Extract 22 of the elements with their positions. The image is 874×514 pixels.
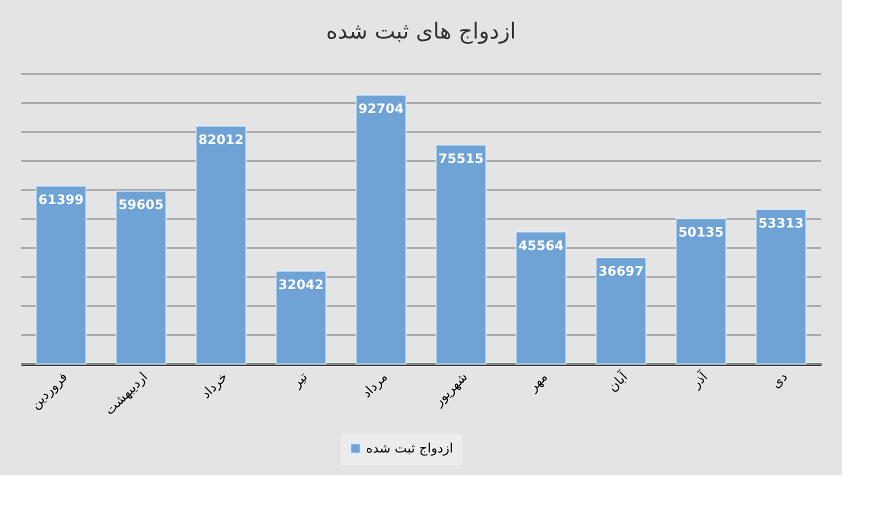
x-tick-label: اردیبهشت bbox=[102, 370, 151, 418]
data-label: 50135 bbox=[678, 226, 724, 241]
x-tick-label: مهر bbox=[525, 370, 551, 396]
x-tick-label: دی bbox=[769, 370, 792, 392]
data-label: 36697 bbox=[598, 264, 644, 280]
data-label: 75515 bbox=[438, 152, 484, 168]
x-tick-label: تیر bbox=[289, 370, 312, 392]
data-label: 61399 bbox=[38, 192, 84, 208]
x-tick-label: آذر bbox=[687, 367, 712, 392]
x-tick-label: مرداد bbox=[360, 370, 391, 402]
x-tick-label: فروردین bbox=[28, 370, 71, 412]
data-label: 82012 bbox=[198, 133, 244, 148]
x-tick-label: آبان bbox=[604, 367, 632, 396]
data-label: 53313 bbox=[758, 216, 804, 232]
data-label: 59605 bbox=[118, 198, 164, 214]
chart-title: ازدواج های ثبت شده bbox=[326, 19, 516, 44]
x-tick-label: خرداد bbox=[198, 370, 231, 402]
data-label: 45564 bbox=[518, 238, 564, 254]
data-label: 92704 bbox=[358, 102, 404, 118]
data-label: 32042 bbox=[278, 278, 324, 294]
x-tick-label: شهریور bbox=[430, 370, 471, 410]
legend-label: ازدواج ثبت شده bbox=[366, 442, 454, 456]
